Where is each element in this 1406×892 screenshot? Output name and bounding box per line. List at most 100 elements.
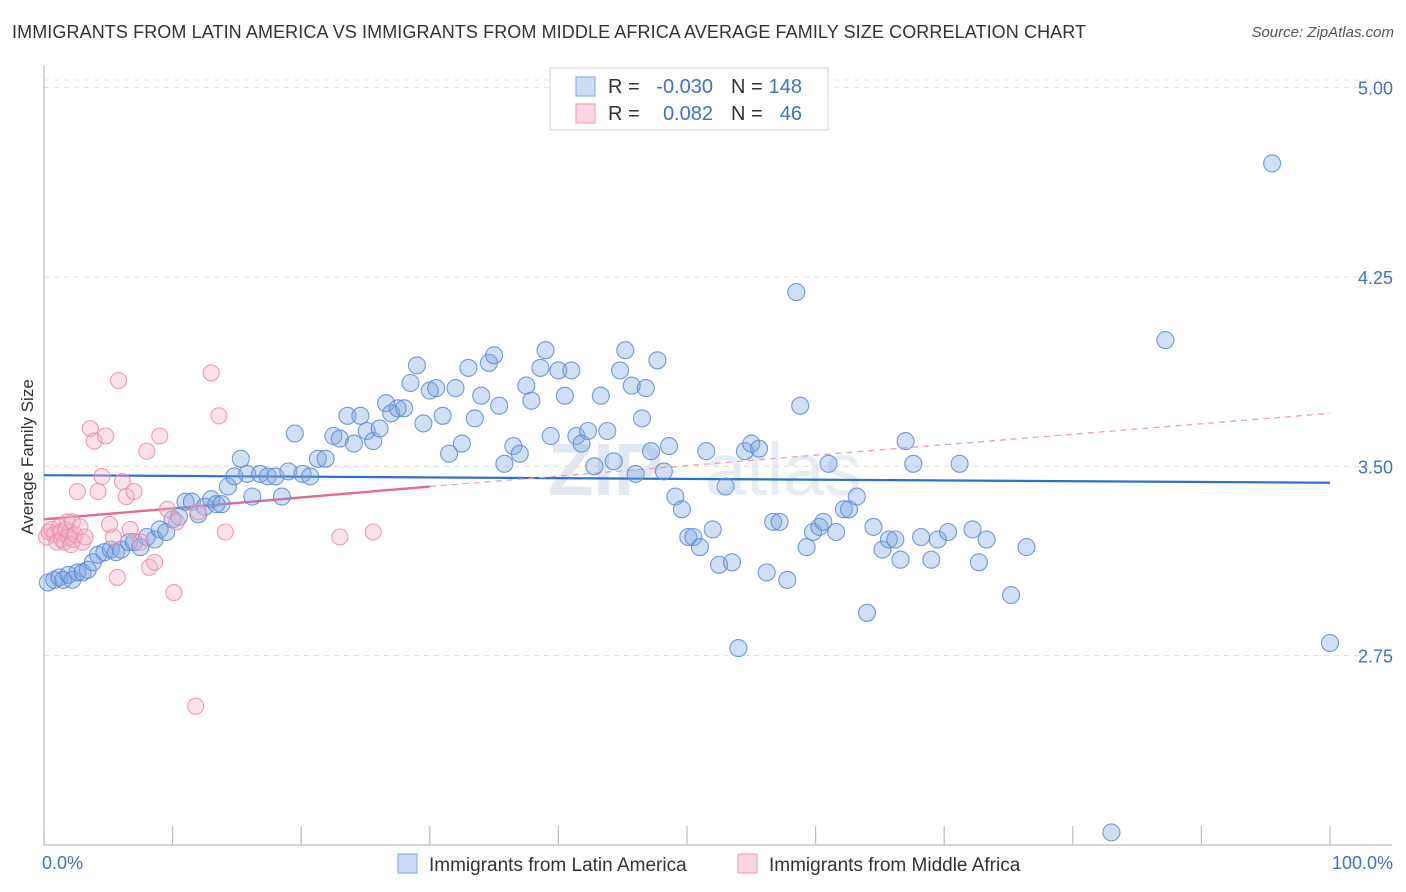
point-latin-america [729, 639, 748, 658]
point-latin-america [641, 442, 661, 461]
point-latin-america [1263, 154, 1282, 173]
axes [43, 66, 1392, 846]
point-latin-america [672, 500, 691, 519]
point-latin-america [395, 399, 414, 418]
point-middle-africa [81, 419, 99, 438]
point-latin-america [106, 543, 126, 562]
point-latin-america [452, 434, 471, 453]
point-latin-america [388, 399, 407, 418]
point-latin-america [922, 550, 941, 569]
point-latin-america [847, 487, 866, 506]
point-middle-africa [121, 520, 139, 538]
bottom-legend-label-middle-africa: Immigrants from Middle Africa [769, 855, 1021, 876]
x-tick-label-min: 0.0% [42, 853, 83, 873]
point-middle-africa [125, 483, 143, 501]
point-latin-america [857, 603, 877, 622]
point-latin-america [490, 396, 509, 415]
point-latin-america [231, 449, 250, 468]
point-latin-america [636, 379, 655, 398]
point-latin-america [541, 426, 560, 446]
point-latin-america [555, 386, 574, 405]
point-latin-america [370, 419, 389, 438]
x-tick-label-max: 100.0% [1332, 853, 1393, 873]
point-latin-america [950, 454, 969, 473]
point-latin-america [791, 396, 810, 415]
point-middle-africa [97, 427, 115, 445]
legend-r-label: R = [608, 76, 640, 98]
point-latin-america [238, 464, 257, 483]
point-middle-africa [189, 503, 207, 521]
point-latin-america [690, 538, 709, 557]
point-latin-america [969, 553, 988, 572]
point-middle-africa [58, 513, 76, 531]
trend-lines [43, 412, 1331, 521]
chart-title: IMMIGRANTS FROM LATIN AMERICA VS IMMIGRA… [12, 22, 1087, 42]
trend-line-middle-africa-extension [429, 412, 1331, 488]
point-middle-africa [89, 483, 107, 501]
point-latin-america [891, 550, 910, 569]
point-latin-america [1102, 823, 1121, 842]
chart-source: Source: ZipAtlas.com [1251, 24, 1394, 41]
point-latin-america [407, 356, 426, 375]
point-latin-america [427, 379, 446, 398]
point-latin-america [787, 283, 806, 302]
point-latin-america [716, 477, 735, 496]
legend-r-value: -0.030 [656, 76, 713, 98]
watermark-atlas: atlas [705, 428, 861, 511]
point-latin-america [308, 449, 327, 468]
point-latin-america [131, 538, 150, 557]
x-ticks: 0.0% 100.0% [42, 826, 1393, 873]
point-latin-america [797, 538, 816, 557]
point-latin-america [886, 530, 905, 549]
point-latin-america [778, 570, 797, 589]
point-latin-america [749, 439, 769, 458]
point-middle-africa [167, 513, 186, 531]
legend: R = -0.030 N = 148 R = 0.082 N = 46 [549, 67, 829, 131]
point-latin-america [873, 540, 892, 559]
point-latin-america [904, 454, 923, 473]
point-latin-america [433, 406, 452, 425]
point-latin-america [928, 530, 947, 549]
point-latin-america [626, 464, 645, 483]
point-latin-america [258, 467, 277, 486]
point-middle-africa [76, 528, 94, 546]
point-latin-america [272, 487, 291, 506]
point-latin-america [757, 563, 776, 582]
point-middle-africa [216, 523, 234, 541]
point-latin-america [834, 500, 853, 519]
point-middle-africa [93, 467, 111, 485]
point-middle-africa [110, 371, 128, 390]
point-latin-america [243, 487, 262, 506]
point-latin-america [351, 406, 370, 425]
trend-line-middle-africa [43, 485, 430, 521]
point-latin-america [622, 376, 641, 395]
point-middle-africa [101, 515, 119, 533]
point-middle-africa [210, 407, 228, 425]
point-latin-america [912, 527, 931, 547]
point-latin-america [485, 346, 504, 365]
point-latin-america [531, 358, 550, 377]
point-latin-america [377, 394, 396, 413]
point-latin-america [939, 522, 958, 542]
point-latin-america [338, 406, 357, 425]
point-latin-america [977, 530, 996, 549]
y-tick-label: 3.50 [1358, 457, 1393, 477]
point-latin-america [703, 520, 722, 539]
bottom-legend-swatch-latin-america [397, 853, 418, 874]
point-latin-america [963, 520, 982, 539]
point-latin-america [827, 522, 846, 542]
bottom-legend-label-latin-america: Immigrants from Latin America [429, 855, 687, 876]
point-latin-america [202, 490, 221, 509]
point-latin-america [68, 563, 87, 582]
legend-n-label: N = [731, 76, 763, 98]
point-latin-america [316, 449, 335, 468]
point-middle-africa [151, 427, 169, 445]
point-latin-america [446, 379, 465, 398]
watermark-zip: ZIP [548, 428, 663, 511]
point-latin-america [522, 391, 541, 410]
point-middle-africa [68, 483, 86, 501]
point-latin-america [549, 361, 568, 380]
point-latin-america [517, 376, 536, 395]
legend-n-label: N = [731, 103, 763, 125]
